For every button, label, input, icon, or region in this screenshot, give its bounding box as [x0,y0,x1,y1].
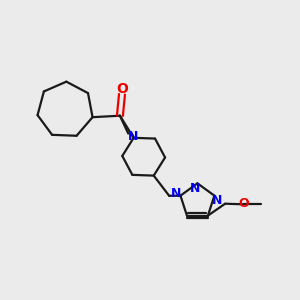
Text: O: O [238,196,249,210]
Text: N: N [190,182,200,195]
Text: N: N [128,130,138,142]
Text: N: N [171,188,181,200]
Text: O: O [116,82,128,96]
Text: N: N [212,194,223,207]
